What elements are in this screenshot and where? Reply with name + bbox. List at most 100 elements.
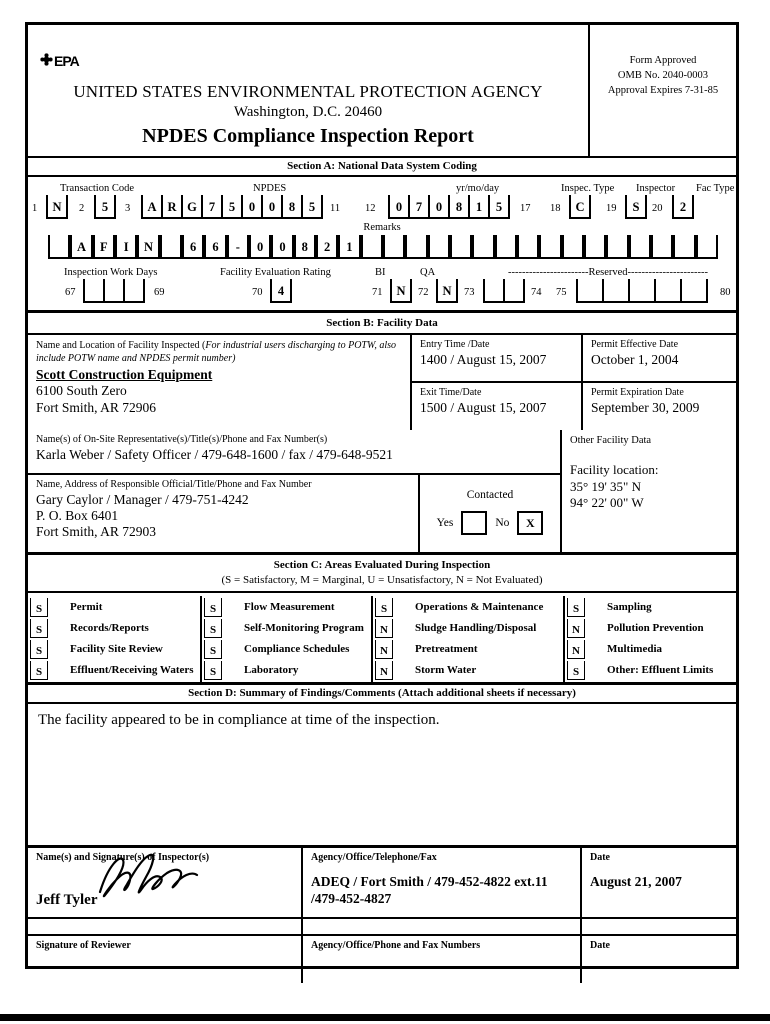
remarks-cell[interactable] xyxy=(650,235,674,259)
date-cell[interactable]: 8 xyxy=(448,195,470,219)
onsite-representative-cell[interactable]: Name(s) of On-Site Representative(s)/Tit… xyxy=(28,430,560,475)
remarks-cell[interactable]: 0 xyxy=(271,235,294,259)
remarks-cell[interactable] xyxy=(472,235,495,259)
npdes-cell[interactable]: G xyxy=(181,195,203,219)
exit-time-cell[interactable]: Exit Time/Date 1500 / August 15, 2007 xyxy=(412,382,583,430)
area-rating-box[interactable]: S xyxy=(204,660,222,680)
remarks-cell[interactable] xyxy=(360,235,383,259)
remarks-cell[interactable] xyxy=(382,235,406,259)
remarks-cell[interactable]: F xyxy=(92,235,115,259)
remarks-cell[interactable]: 6 xyxy=(181,235,205,259)
date-cell[interactable]: 5 xyxy=(488,195,510,219)
npdes-cell[interactable]: 5 xyxy=(221,195,243,219)
findings-comment-area[interactable]: The facility appeared to be in complianc… xyxy=(28,704,736,845)
entry-time-cell[interactable]: Entry Time /Date 1400 / August 15, 2007 xyxy=(412,335,583,383)
inspector-date-cell[interactable]: Date August 21, 2007 xyxy=(582,845,736,917)
remarks-cell[interactable] xyxy=(516,235,540,259)
area-rating-box[interactable]: N xyxy=(375,660,393,680)
area-rating-box[interactable]: N xyxy=(567,618,585,638)
npdes-cell[interactable]: 8 xyxy=(281,195,303,219)
area-rating-box[interactable]: S xyxy=(30,597,48,617)
date-cell[interactable]: 1 xyxy=(468,195,490,219)
reviewer-date-cell[interactable]: Date xyxy=(582,936,736,983)
remarks-cell[interactable]: A xyxy=(70,235,93,259)
area-rating-box[interactable]: N xyxy=(375,639,393,659)
rating-cell[interactable]: 4 xyxy=(270,279,292,303)
npdes-cell[interactable]: A xyxy=(141,195,163,219)
remarks-cell[interactable]: I xyxy=(114,235,138,259)
permit-effective-cell[interactable]: Permit Effective Date October 1, 2004 xyxy=(583,335,736,383)
area-rating-box[interactable]: S xyxy=(204,618,222,638)
remarks-cell[interactable] xyxy=(628,235,651,259)
other-facility-data-cell[interactable]: Other Facility Data Facility location: 3… xyxy=(560,430,736,552)
inspector-agency-cell[interactable]: Agency/Office/Telephone/Fax ADEQ / Fort … xyxy=(303,845,582,917)
remarks-cell[interactable] xyxy=(695,235,718,259)
remarks-cell[interactable] xyxy=(583,235,607,259)
npdes-cell[interactable]: 7 xyxy=(201,195,223,219)
remarks-cell[interactable]: 1 xyxy=(338,235,361,259)
remarks-cell[interactable] xyxy=(494,235,517,259)
npdes-cell[interactable]: R xyxy=(161,195,183,219)
npdes-cell[interactable]: 5 xyxy=(301,195,323,219)
contacted-no-checkbox[interactable]: X xyxy=(517,511,544,535)
area-rating-box[interactable]: N xyxy=(567,639,585,659)
responsible-official-cell[interactable]: Name, Address of Responsible Official/Ti… xyxy=(28,475,418,552)
qa-cell[interactable]: N xyxy=(436,279,458,303)
remarks-cell[interactable]: N xyxy=(137,235,160,259)
pos-72: 72 xyxy=(418,287,429,298)
area-rating-box[interactable]: S xyxy=(204,597,222,617)
date-cell[interactable]: 7 xyxy=(408,195,430,219)
contacted-yes-checkbox[interactable] xyxy=(461,511,488,535)
remarks-cell[interactable] xyxy=(539,235,562,259)
area-rating-box[interactable]: S xyxy=(30,639,48,659)
fac-type-cell[interactable]: 2 xyxy=(672,195,694,219)
work-days-cell[interactable] xyxy=(83,279,105,303)
remarks-cell[interactable] xyxy=(405,235,428,259)
permit-expiration-cell[interactable]: Permit Expiration Date September 30, 200… xyxy=(583,383,736,431)
epa-flower-icon xyxy=(40,53,54,69)
area-rating-box[interactable]: S xyxy=(567,597,585,617)
remarks-cell[interactable]: 6 xyxy=(204,235,227,259)
npdes-cell[interactable]: 0 xyxy=(261,195,283,219)
inspector-signature-cell[interactable]: Name(s) and Signature(s) of Inspector(s)… xyxy=(28,845,303,917)
section-a-body: Transaction Code NPDES yr/mo/day Inspec.… xyxy=(28,177,736,310)
area-label: Sampling xyxy=(607,601,652,614)
area-rating-box[interactable]: N xyxy=(375,618,393,638)
col73-cell[interactable] xyxy=(503,279,525,303)
inspector-cell[interactable]: S xyxy=(625,195,647,219)
col73-cell[interactable] xyxy=(483,279,505,303)
remarks-cell[interactable]: - xyxy=(226,235,249,259)
remarks-cell[interactable]: 8 xyxy=(293,235,316,259)
reserved-cell[interactable] xyxy=(654,279,682,303)
reserved-cell[interactable] xyxy=(602,279,630,303)
date-cell[interactable]: 0 xyxy=(428,195,450,219)
reserved-cell[interactable] xyxy=(628,279,656,303)
area-rating-box[interactable]: S xyxy=(204,639,222,659)
area-rating-box[interactable]: S xyxy=(567,660,585,680)
remarks-cell[interactable]: 2 xyxy=(315,235,339,259)
reserved-cell[interactable] xyxy=(576,279,604,303)
npdes-cell[interactable]: 0 xyxy=(241,195,263,219)
remarks-cell[interactable] xyxy=(159,235,182,259)
reviewer-agency-cell[interactable]: Agency/Office/Phone and Fax Numbers xyxy=(303,935,582,983)
remarks-cell[interactable] xyxy=(561,235,584,259)
facility-name-cell[interactable]: Name and Location of Facility Inspected … xyxy=(28,335,412,430)
remarks-cell[interactable] xyxy=(449,235,473,259)
remarks-cell[interactable] xyxy=(606,235,629,259)
transaction-code-cell[interactable]: N xyxy=(46,195,68,219)
inspec-type-cell[interactable]: C xyxy=(569,195,591,219)
reviewer-signature-cell[interactable]: Signature of Reviewer xyxy=(28,935,303,983)
remarks-cell[interactable]: 0 xyxy=(248,235,272,259)
work-days-cell[interactable] xyxy=(123,279,145,303)
transaction-code-cell2[interactable]: 5 xyxy=(94,195,116,219)
area-rating-box[interactable]: S xyxy=(30,618,48,638)
bi-cell[interactable]: N xyxy=(390,279,412,303)
remarks-cell[interactable] xyxy=(673,235,696,259)
area-rating-box[interactable]: S xyxy=(30,660,48,680)
remarks-cell[interactable] xyxy=(427,235,450,259)
area-rating-box[interactable]: S xyxy=(375,597,393,617)
reserved-cell[interactable] xyxy=(680,279,708,303)
remarks-cell[interactable] xyxy=(48,235,71,259)
work-days-cell[interactable] xyxy=(103,279,125,303)
date-cell[interactable]: 0 xyxy=(388,195,410,219)
